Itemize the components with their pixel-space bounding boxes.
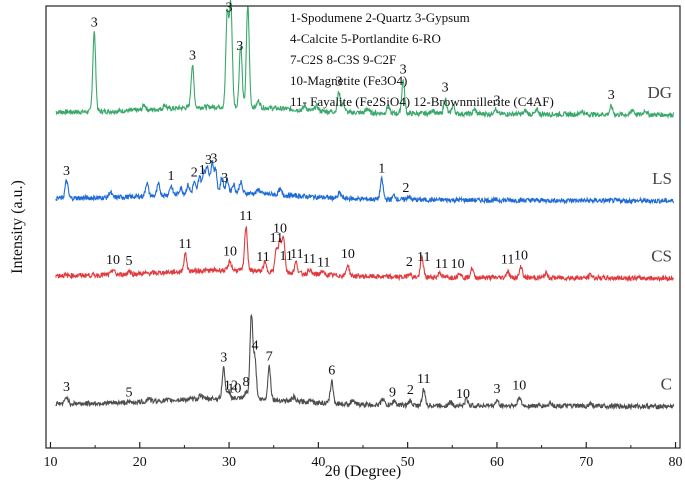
x-tick-label-70: 70 <box>579 455 593 470</box>
peak-label: 6 <box>328 364 335 379</box>
x-tick-label-20: 20 <box>133 455 147 470</box>
peak-label: 3 <box>210 152 217 167</box>
peak-label: 3 <box>189 49 196 64</box>
peak-label: 3 <box>220 350 227 365</box>
series-name-layer: DG LS CS C <box>647 83 672 394</box>
x-tick-label-80: 80 <box>669 455 683 470</box>
peak-label: 3 <box>221 171 228 186</box>
peak-label: 11 <box>417 372 430 387</box>
peak-label: 2 <box>406 255 413 270</box>
peak-label: 10 <box>106 253 120 268</box>
peak-label: 3 <box>244 0 251 3</box>
legend-line-3: 7-C2S 8-C3S 9-C2F <box>290 52 396 67</box>
x-tick-label-60: 60 <box>490 455 504 470</box>
peak-label: 11 <box>317 256 330 271</box>
peak-label: 3 <box>91 16 98 31</box>
y-axis-title: Intensity (a.u.) <box>9 180 26 274</box>
x-tick-label-30: 30 <box>222 455 236 470</box>
peak-label: 10 <box>456 387 470 402</box>
peak-label: 11 <box>256 250 269 265</box>
peak-label: 10 <box>223 244 237 259</box>
peak-label: 10 <box>451 257 465 272</box>
legend-line-1: 1-Spodumene 2-Quartz 3-Gypsum <box>290 10 470 25</box>
x-axis-title: 2θ (Degree) <box>325 463 402 480</box>
peak-label-layer: 3333333333312133312105111011111110111111… <box>63 0 615 402</box>
peak-label: 3 <box>205 153 212 168</box>
peak-label: 5 <box>126 254 133 269</box>
series-layer <box>55 0 675 411</box>
peak-label: 3 <box>335 74 342 89</box>
peak-label: 11 <box>435 257 448 272</box>
peak-label: 3 <box>236 39 243 54</box>
peak-label: 4 <box>251 338 258 353</box>
series-label-ls: LS <box>652 169 672 188</box>
series-label-dg: DG <box>647 83 672 102</box>
peak-label: 9 <box>389 385 396 400</box>
legend-line-2: 4-Calcite 5-Portlandite 6-RO <box>290 31 441 46</box>
peak-label: 10 <box>273 221 287 236</box>
series-label-c: C <box>661 375 672 394</box>
peak-label: 3 <box>493 382 500 397</box>
peak-label: 3 <box>63 380 70 395</box>
peak-label: 11 <box>303 252 316 267</box>
peak-label: 3 <box>63 164 70 179</box>
legend-line-5: 11- Fayalite (Fe2SiO4) 12-Brownmillerite… <box>290 94 554 109</box>
peak-label: 2 <box>407 383 414 398</box>
peak-label: 1 <box>168 169 175 184</box>
peak-label: 10 <box>514 248 528 263</box>
x-tick-label-50: 50 <box>401 455 415 470</box>
legend: 1-Spodumene 2-Quartz 3-Gypsum 4-Calcite 5… <box>290 10 554 109</box>
series-line-cs <box>55 226 674 283</box>
legend-line-4: 10-Magnetite (Fe3O4) <box>290 73 407 88</box>
peak-label: 11 <box>239 209 252 224</box>
peak-label: 3 <box>608 88 615 103</box>
peak-label: 5 <box>126 386 133 401</box>
series-line-dg <box>55 0 675 120</box>
peak-label: 12 <box>224 378 238 393</box>
peak-label: 3 <box>442 80 449 95</box>
peak-label: 3 <box>226 1 233 16</box>
peak-label: 11 <box>279 249 292 264</box>
peak-label: 3 <box>493 93 500 108</box>
tick-layer: 10 20 30 40 50 60 70 80 <box>43 442 683 470</box>
peak-label: 3 <box>400 62 407 77</box>
peak-label: 2 <box>191 166 198 181</box>
peak-label: 11 <box>290 247 303 262</box>
peak-label: 1 <box>378 162 385 177</box>
peak-label: 11 <box>501 253 514 268</box>
peak-label: 10 <box>341 247 355 262</box>
x-tick-label-10: 10 <box>43 455 57 470</box>
peak-label: 7 <box>266 349 273 364</box>
peak-label: 2 <box>402 181 409 196</box>
peak-label: 10 <box>512 379 526 394</box>
series-label-cs: CS <box>651 246 672 265</box>
peak-label: 11 <box>417 250 430 265</box>
peak-label: 10 <box>227 381 241 396</box>
peak-label: 11 <box>270 231 283 246</box>
series-line-ls <box>55 160 675 205</box>
peak-label: 8 <box>243 375 250 390</box>
series-line-c <box>55 313 675 411</box>
peak-label: 1 <box>199 163 206 178</box>
peak-label: 11 <box>179 237 192 252</box>
x-tick-label-40: 40 <box>311 455 325 470</box>
